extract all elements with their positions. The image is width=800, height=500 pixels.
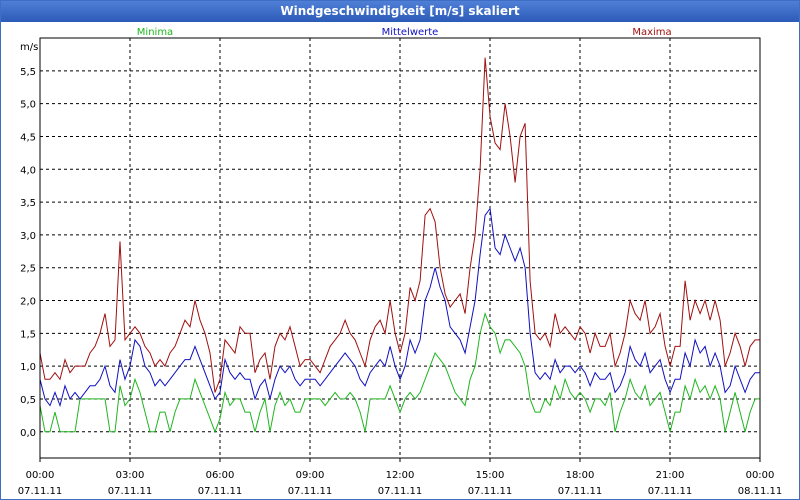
x-tick-date-label: 07.11.11: [558, 486, 603, 497]
x-tick-time-label: 03:00: [116, 470, 145, 481]
series-line-maxima: [39, 57, 761, 393]
x-axis: 00:00 07.11.11 03:00 07.11.11 06:00 07.11.11 0…: [18, 458, 783, 497]
y-tick-label: 1,0: [20, 362, 36, 373]
y-tick-label: 0,5: [20, 395, 36, 406]
y-axis: 0,0 0,5 1,0 1,5 2,0 2,5 3,0 3,5 4,0 4,5 5,0 5,5: [20, 67, 36, 439]
x-tick-date-label: 08.11.11: [738, 486, 783, 497]
y-tick-label: 5,5: [20, 67, 36, 78]
x-tick-date-label: 07.11.11: [378, 486, 423, 497]
legend-maxima: Maxima: [632, 27, 671, 38]
plot-border: [39, 37, 761, 459]
y-tick-label: 0,0: [20, 428, 36, 439]
x-tick-date-label: 07.11.11: [648, 486, 693, 497]
x-tick-time-label: 18:00: [566, 470, 595, 481]
x-tick-time-label: 09:00: [296, 470, 325, 481]
grid-lines: [40, 38, 760, 458]
y-tick-label: 1,5: [20, 329, 36, 340]
legend-minima: Minima: [137, 27, 173, 38]
series-lines: [39, 57, 761, 434]
series-line-mittel: [39, 207, 761, 408]
y-tick-label: 3,0: [20, 231, 36, 242]
x-tick-time-label: 06:00: [206, 470, 235, 481]
y-tick-label: 2,0: [20, 297, 36, 308]
x-tick-time-label: 21:00: [656, 470, 685, 481]
x-tick-date-label: 07.11.11: [108, 486, 153, 497]
x-tick-time-label: 00:00: [26, 470, 55, 481]
x-tick-time-label: 00:00: [746, 470, 775, 481]
y-tick-label: 4,0: [20, 165, 36, 176]
legend: Minima Mittelwerte Maxima: [137, 27, 672, 38]
x-tick-date-label: 07.11.11: [198, 486, 243, 497]
legend-mittel: Mittelwerte: [382, 27, 439, 38]
x-tick-time-label: 12:00: [386, 470, 415, 481]
y-tick-label: 3,5: [20, 198, 36, 209]
y-tick-label: 4,5: [20, 132, 36, 143]
x-tick-date-label: 07.11.11: [468, 486, 513, 497]
series-line-minima: [39, 311, 761, 434]
y-axis-unit-label: m/s: [20, 42, 38, 53]
x-tick-date-label: 07.11.11: [288, 486, 333, 497]
window-title: Windgeschwindigkeit [m/s] skaliert: [1, 1, 799, 22]
y-tick-label: 5,0: [20, 100, 36, 111]
y-tick-label: 2,5: [20, 264, 36, 275]
x-tick-time-label: 15:00: [476, 470, 505, 481]
x-tick-date-label: 07.11.11: [18, 486, 63, 497]
